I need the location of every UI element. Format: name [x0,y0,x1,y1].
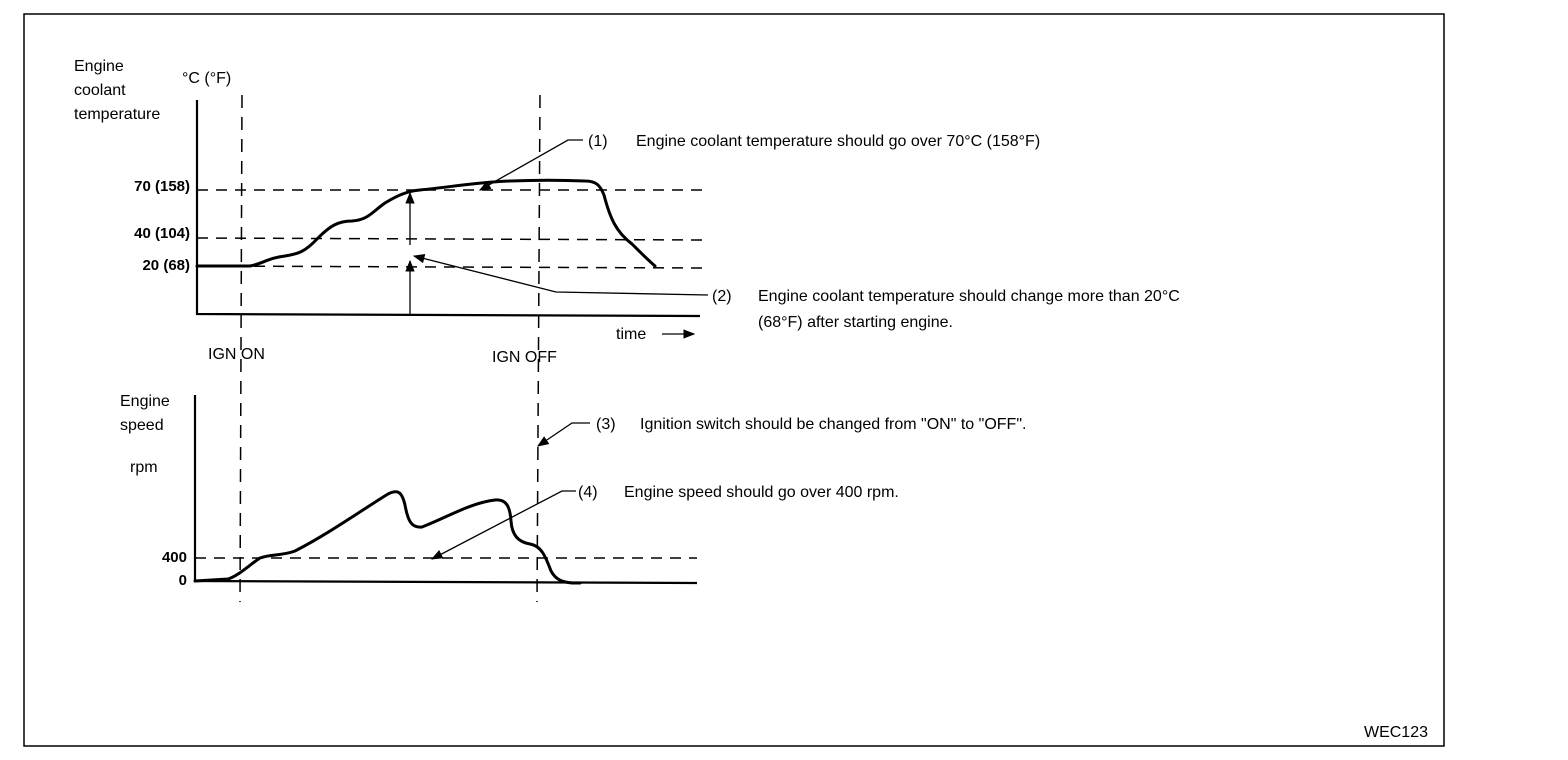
note-1-number: (1) [588,133,608,150]
coolant-tick-40: 40 (104) [134,225,190,242]
coolant-tick-20: 20 (68) [142,257,190,274]
note-1-leader [478,139,583,191]
speed-ylabel-line-1: Engine [120,393,170,410]
note-1-text: Engine coolant temperature should go ove… [636,133,1040,150]
diagram-code: WEC123 [1364,724,1428,741]
engine-speed-chart: Engine speed rpm 400 0 [120,393,698,589]
note-4: (4) Engine speed should go over 400 rpm. [430,484,899,560]
coolant-unit-label: °C (°F) [182,70,231,87]
coolant-y-axis [195,100,701,318]
note-1: (1) Engine coolant temperature should go… [478,133,1040,191]
coolant-ref-line-40 [196,237,703,241]
coolant-ylabel-line-3: temperature [74,106,160,123]
ign-on-label: IGN ON [208,346,265,363]
coolant-ylabel-line-2: coolant [74,82,126,99]
note-2-number: (2) [712,288,732,305]
note-3: (3) Ignition switch should be changed fr… [537,416,1026,447]
coolant-temperature-curve [195,178,657,268]
note-4-text: Engine speed should go over 400 rpm. [624,484,899,501]
note-3-text: Ignition switch should be changed from "… [640,416,1026,433]
coolant-tick-70: 70 (158) [134,178,190,195]
speed-tick-400: 400 [162,549,187,566]
speed-ylabel-line-2: speed [120,417,164,434]
ign-off-label: IGN OFF [492,349,557,366]
note-3-leader [537,422,590,447]
speed-tick-0: 0 [179,572,187,589]
note-3-number: (3) [596,416,616,433]
coolant-temperature-chart: Engine coolant temperature °C (°F) 70 (1… [74,58,703,343]
coolant-ref-line-20 [196,265,703,269]
note-4-leader [430,490,576,560]
engine-speed-curve [193,490,582,585]
ign-off-marker-line [536,94,541,603]
speed-unit-label: rpm [130,459,158,476]
coolant-ylabel-line-1: Engine [74,58,124,75]
note-2-text-line-2: (68°F) after starting engine. [758,314,953,331]
note-4-number: (4) [578,484,598,501]
note-2-leader [412,254,709,296]
diagram-frame [23,13,1445,747]
ign-on-marker-line [239,94,243,603]
time-axis-label: time [616,326,646,343]
note-2: (2) Engine coolant temperature should ch… [412,254,1180,331]
note-2-text-line-1: Engine coolant temperature should change… [758,288,1180,305]
